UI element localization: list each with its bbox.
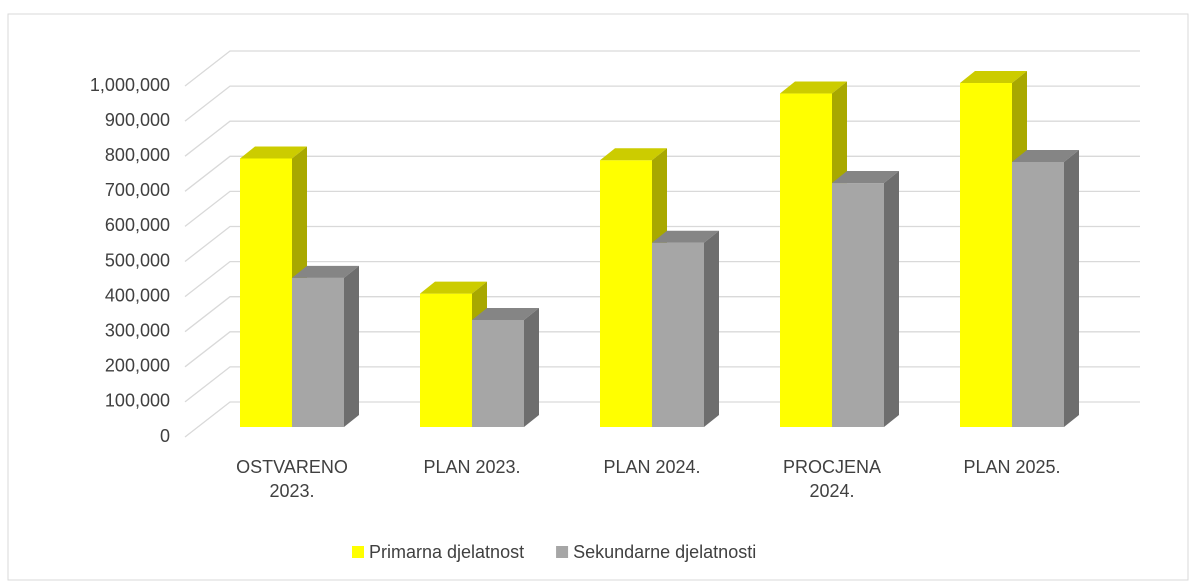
- bar-side: [344, 265, 359, 427]
- y-tick-label: 100,000: [105, 391, 170, 411]
- bar: [780, 93, 832, 428]
- bar: [472, 319, 524, 427]
- y-tick-label: 400,000: [105, 285, 170, 305]
- y-tick-label: 200,000: [105, 356, 170, 376]
- bar: [292, 277, 344, 427]
- bar: [960, 83, 1012, 428]
- bar-top: [472, 307, 539, 320]
- y-tick-label: 500,000: [105, 250, 170, 270]
- x-tick-label: PLAN 2025.: [963, 457, 1061, 477]
- x-tick-label: PLAN 2023.: [423, 457, 521, 477]
- y-tick-label: 0: [160, 426, 170, 446]
- y-tick-label: 1,000,000: [90, 75, 170, 95]
- bar-top: [420, 281, 487, 294]
- legend-label: Sekundarne djelatnosti: [573, 542, 756, 562]
- y-tick-label: 900,000: [105, 110, 170, 130]
- bar-side: [1064, 149, 1079, 427]
- bar: [240, 158, 292, 428]
- bar-top: [652, 230, 719, 243]
- y-tick-label: 300,000: [105, 320, 170, 340]
- bar: [652, 242, 704, 427]
- bar-top: [1012, 149, 1079, 162]
- bar-top: [960, 71, 1027, 84]
- y-tick-label: 700,000: [105, 180, 170, 200]
- y-tick-label: 800,000: [105, 145, 170, 165]
- bar-side: [524, 307, 539, 427]
- bar-side: [884, 171, 899, 427]
- y-tick-label: 600,000: [105, 215, 170, 235]
- x-tick-label: OSTVARENO 2023.: [236, 457, 348, 501]
- grid-line: [184, 50, 1140, 87]
- bar-top: [832, 171, 899, 184]
- bar-side: [704, 230, 719, 427]
- bar-top: [240, 146, 307, 159]
- x-tick-label: PROCJENA 2024.: [782, 457, 881, 501]
- legend-swatch: [556, 546, 569, 558]
- bar-top: [292, 265, 359, 278]
- bar: [1012, 161, 1064, 427]
- bar: [600, 160, 652, 428]
- bar-top: [600, 148, 667, 161]
- bar: [832, 183, 884, 427]
- legend-label: Primarna djelatnost: [369, 542, 524, 562]
- x-tick-label: PLAN 2024.: [603, 457, 701, 477]
- bar-top: [780, 81, 847, 94]
- legend-swatch: [352, 546, 364, 558]
- bar: [420, 293, 472, 427]
